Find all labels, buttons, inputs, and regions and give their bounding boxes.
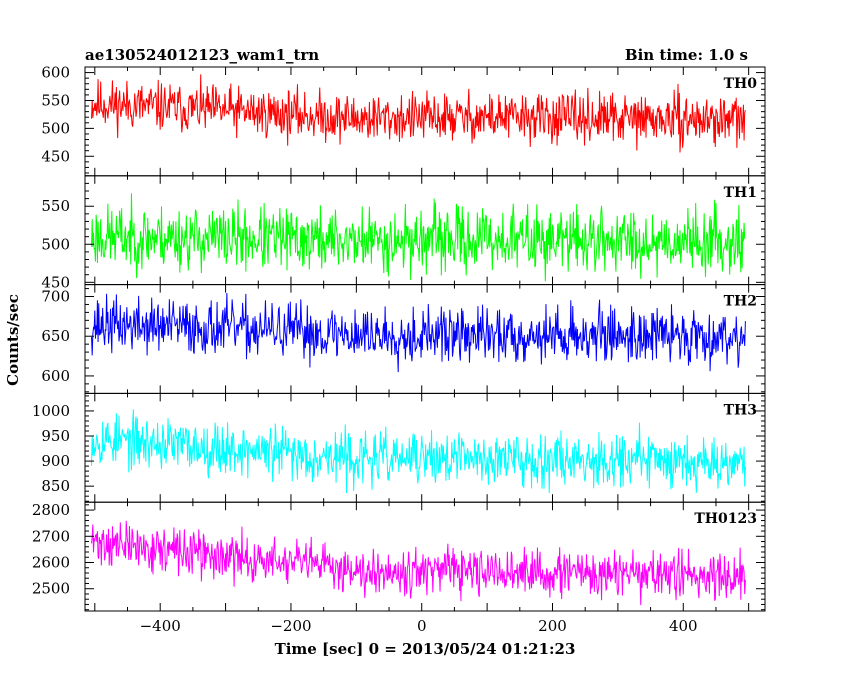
- y-tick-label: 2500: [32, 580, 70, 598]
- series-line-th2: [91, 293, 746, 373]
- panel-th3: 850 900 950 1000 TH3: [32, 392, 766, 503]
- y-tick-label: 650: [41, 327, 70, 345]
- series-line-th1: [91, 193, 746, 282]
- x-tick-label: 200: [538, 617, 567, 635]
- series-line-th0: [91, 74, 746, 153]
- y-tick-label: 900: [41, 452, 70, 470]
- y-tick-label: 2600: [32, 553, 70, 571]
- y-tick-label: 450: [41, 273, 70, 291]
- y-tick-label: 500: [41, 119, 70, 137]
- x-axis-label: Time [sec] 0 = 2013/05/24 01:21:23: [275, 640, 576, 658]
- y-axis-label: Counts/sec: [4, 294, 22, 386]
- y-tick-label: 850: [41, 477, 70, 495]
- y-tick-label: 1000: [32, 402, 70, 420]
- y-tick-label: 950: [41, 427, 70, 445]
- y-tick-label: 2700: [32, 527, 70, 545]
- y-tick-label: 600: [41, 367, 70, 385]
- y-tick-label: 2800: [32, 501, 70, 519]
- bin-time-label: Bin time: 1.0 s: [625, 46, 748, 64]
- y-tick-label: 550: [41, 91, 70, 109]
- x-tick-label: 400: [669, 617, 698, 635]
- panel-th0123: 2500 2600 2700 2800 TH0123: [32, 501, 766, 612]
- panel-label: TH1: [724, 185, 757, 201]
- y-tick-label: 500: [41, 235, 70, 253]
- chart-title: ae130524012123_wam1_trn: [85, 46, 319, 64]
- y-tick-label: 600: [41, 64, 70, 82]
- panel-th2: 600 650 700 TH2: [41, 284, 766, 394]
- x-tick-label: 0: [417, 617, 427, 635]
- panels-group: 450 500 550 600 TH0 450 500 550 TH1 600 650 700 TH2 8…: [32, 64, 766, 612]
- panel-label: TH0123: [694, 511, 757, 527]
- y-tick-label: 450: [41, 147, 70, 165]
- y-tick-label: 550: [41, 197, 70, 215]
- panel-frame: [84, 501, 766, 612]
- panel-label: TH0: [724, 76, 758, 92]
- panel-label: TH3: [724, 402, 757, 418]
- panel-th1: 450 500 550 TH1: [41, 175, 766, 291]
- series-line-th3: [91, 409, 746, 494]
- x-tick-label: −400: [140, 617, 181, 635]
- panel-th0: 450 500 550 600 TH0: [41, 64, 766, 177]
- x-tick-label: −200: [270, 617, 311, 635]
- panel-label: TH2: [724, 294, 757, 310]
- x-axis: −400 −200 0 200 400: [140, 617, 698, 635]
- y-tick-label: 700: [41, 288, 70, 306]
- series-line-th0123: [91, 520, 746, 606]
